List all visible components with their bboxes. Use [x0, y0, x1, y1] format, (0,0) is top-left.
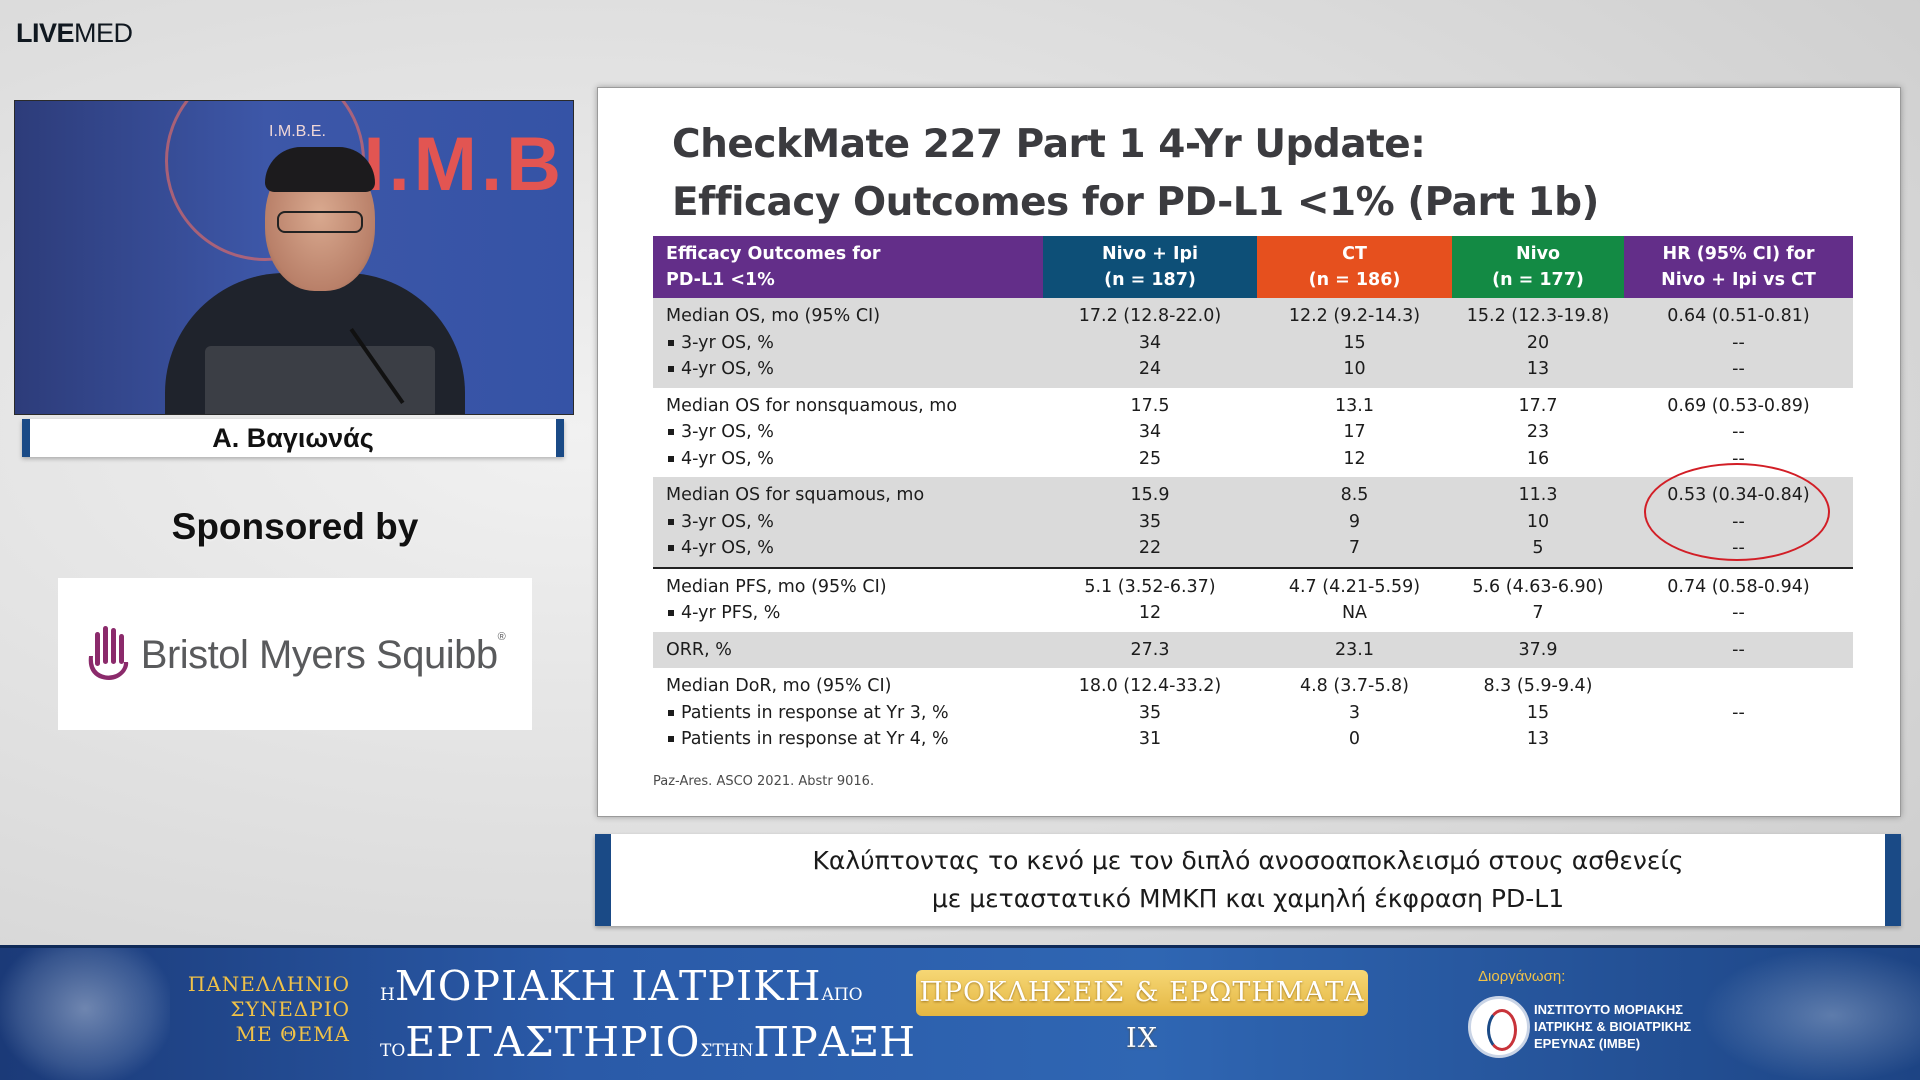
emblem-label: I.M.B.E. — [269, 123, 326, 140]
sponsored-by-heading: Sponsored by — [171, 506, 419, 547]
congress-title-line1: ΗΜΟΡΙΑΚΗ ΙΑΤΡΙΚΗΑΠΟ — [380, 962, 863, 1010]
organizer-name: ΙΝΣΤΙΤΟΥΤΟ ΜΟΡΙΑΚΗΣ ΙΑΤΡΙΚΗΣ & ΒΙΟΙΑΤΡΙΚ… — [1534, 1002, 1692, 1051]
header-outcomes: Efficacy Outcomes for PD-L1 <1% — [653, 236, 1043, 298]
logo-live: LIVE — [16, 18, 75, 48]
table-row: Median PFS, mo (95% CI) 4-yr PFS, % 5.1 (… — [653, 566, 1853, 632]
logo-med: MED — [74, 18, 133, 48]
header-ct: CT (n = 186) — [1257, 236, 1452, 298]
sponsor-name: Bristol Myers Squibb® — [140, 630, 506, 677]
congress-title-line2: ΤΟΕΡΓΑΣΤΗΡΙΟΣΤΗΝΠΡΑΞΗ — [380, 1018, 916, 1066]
talk-caption: Καλύπτοντας το κενό με τον διπλό ανοσοαπ… — [595, 834, 1901, 926]
congress-label: ΠΑΝΕΛΛΗΝΙΟ ΣΥΝΕΔΡΙΟ ΜΕ ΘΕΜΑ — [187, 972, 350, 1046]
highlight-circle — [1644, 463, 1830, 561]
wall-logo-text: I.M.B — [363, 122, 565, 207]
caption-line1: Καλύπτοντας το κενό με τον διπλό ανοσοαπ… — [812, 846, 1684, 875]
congress-banner: ΠΑΝΕΛΛΗΝΙΟ ΣΥΝΕΔΡΙΟ ΜΕ ΘΕΜΑ ΗΜΟΡΙΑΚΗ ΙΑΤ… — [0, 945, 1920, 1080]
header-hr: HR (95% CI) for Nivo + Ipi vs CT — [1624, 236, 1853, 298]
imbe-logo-icon — [1468, 996, 1530, 1058]
caption-line2: με μεταστατικό ΜΜΚΠ και χαμηλή έκφραση P… — [931, 884, 1565, 913]
speaker-name-plate: Α. Βαγιωνάς — [22, 419, 564, 457]
livemed-logo: LIVEMED — [16, 18, 133, 49]
header-nivo-ipi: Nivo + Ipi (n = 187) — [1043, 236, 1257, 298]
slide-title-line2: Efficacy Outcomes for PD-L1 <1% (Part 1b… — [672, 180, 1599, 225]
slide-title-line1: CheckMate 227 Part 1 4-Yr Update: — [672, 122, 1426, 167]
lectern — [205, 346, 435, 414]
organizer-label: Διοργάνωση: — [1478, 968, 1566, 985]
header-nivo: Nivo (n = 177) — [1452, 236, 1624, 298]
speaker-glasses — [277, 211, 363, 233]
table-row: ORR, % 27.3 23.1 37.9 -- — [653, 631, 1853, 668]
slide-title: CheckMate 227 Part 1 4-Yr Update: Effica… — [672, 116, 1599, 232]
challenges-badge: ΠΡΟΚΛΗΣΕΙΣ & ΕΡΩΤΗΜΑΤΑ IX — [916, 970, 1368, 1054]
presentation-slide: CheckMate 227 Part 1 4-Yr Update: Effica… — [597, 87, 1901, 817]
statue-left-image — [0, 948, 170, 1080]
table-row: Median OS for squamous, mo 3-yr OS, % 4-yr… — [653, 477, 1853, 568]
table-row: Median DoR, mo (95% CI) Patients in respo… — [653, 668, 1853, 758]
sponsor-logo-box: Bristol Myers Squibb® — [58, 578, 532, 730]
speaker-video: I.M.B.E. I.M.B — [14, 100, 574, 415]
efficacy-table: Efficacy Outcomes for PD-L1 <1% Nivo + Ip… — [653, 236, 1853, 758]
statue-right-image — [1700, 948, 1920, 1080]
slide-citation: Paz-Ares. ASCO 2021. Abstr 9016. — [653, 774, 875, 789]
table-row: Median OS, mo (95% CI) 3-yr OS, % 4-yr OS,… — [653, 298, 1853, 388]
table-header-row: Efficacy Outcomes for PD-L1 <1% Nivo + Ip… — [653, 236, 1853, 298]
speaker-hair — [265, 147, 375, 192]
bms-hand-icon — [88, 626, 128, 680]
table-row: Median OS for nonsquamous, mo 3-yr OS, % 4… — [653, 387, 1853, 477]
